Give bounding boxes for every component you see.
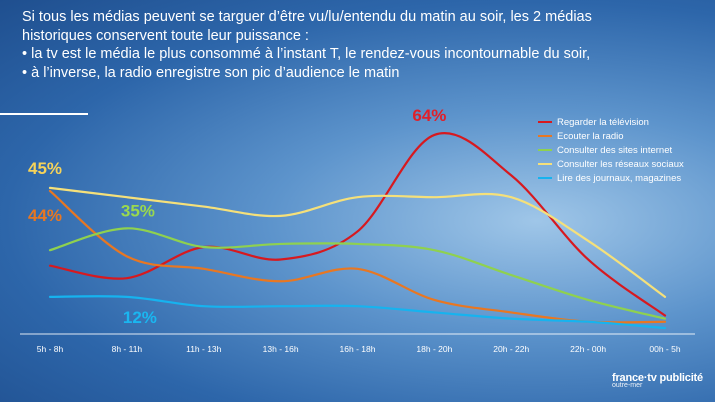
heading-line-1: Si tous les médias peuvent se targuer d’… bbox=[22, 9, 592, 25]
legend-item-lire-des-journaux-magazines: Lire des journaux, magazines bbox=[538, 171, 684, 185]
heading: Si tous les médias peuvent se targuer d’… bbox=[22, 8, 702, 82]
legend-swatch bbox=[538, 149, 552, 151]
data-label-lire-des-journaux-magazines: 12% bbox=[123, 308, 157, 327]
series-line-consulter-les-reseaux-sociaux bbox=[48, 186, 667, 298]
legend-swatch bbox=[538, 177, 552, 179]
brand-name: france·tv publicité bbox=[612, 372, 703, 384]
legend-item-regarder-la-television: Regarder la télévision bbox=[538, 115, 684, 129]
data-label-consulter-des-sites-internet: 35% bbox=[121, 201, 155, 220]
legend-item-consulter-les-reseaux-sociaux: Consulter les réseaux sociaux bbox=[538, 157, 684, 171]
brand-sub: outre-mer bbox=[612, 382, 643, 389]
heading-bullet-1: • la tv est le média le plus consommé à … bbox=[22, 46, 591, 62]
legend: Regarder la télévision Ecouter la radio Co… bbox=[538, 115, 684, 185]
brand-logo: france·tv publicité outre-mer bbox=[612, 372, 703, 389]
series-line-consulter-des-sites-internet bbox=[48, 227, 667, 320]
x-tick-label: 11h - 13h bbox=[186, 344, 222, 354]
legend-item-consulter-des-sites-internet: Consulter des sites internet bbox=[538, 143, 684, 157]
legend-swatch bbox=[538, 121, 552, 123]
x-tick-label: 22h - 00h bbox=[570, 344, 606, 354]
x-tick-label: 20h - 22h bbox=[493, 344, 529, 354]
legend-item-ecouter-la-radio: Ecouter la radio bbox=[538, 129, 684, 143]
x-tick-label: 16h - 18h bbox=[340, 344, 376, 354]
x-tick-label: 5h - 8h bbox=[37, 344, 64, 354]
series-line-lire-des-journaux-magazines bbox=[48, 295, 667, 330]
legend-label: Consulter des sites internet bbox=[557, 144, 673, 156]
data-label-ecouter-la-radio: 44% bbox=[28, 206, 62, 225]
heading-bullet-2: • à l’inverse, la radio enregistre son p… bbox=[22, 64, 400, 81]
legend-label: Ecouter la radio bbox=[557, 130, 624, 142]
heading-line-2: historiques conservent toute leur puissa… bbox=[22, 27, 309, 44]
legend-label: Lire des journaux, magazines bbox=[557, 172, 682, 184]
legend-label: Regarder la télévision bbox=[557, 116, 649, 128]
data-label-consulter-les-reseaux-sociaux: 45% bbox=[28, 159, 62, 178]
x-tick-label: 00h - 5h bbox=[649, 344, 680, 354]
divider bbox=[0, 113, 88, 115]
x-tick-label: 18h - 20h bbox=[416, 344, 452, 354]
series-line-ecouter-la-radio bbox=[48, 189, 667, 324]
legend-swatch bbox=[538, 163, 552, 165]
legend-swatch bbox=[538, 135, 552, 137]
x-tick-label: 8h - 11h bbox=[112, 344, 143, 354]
x-tick-label: 13h - 16h bbox=[263, 344, 299, 354]
legend-label: Consulter les réseaux sociaux bbox=[557, 158, 684, 170]
data-label-regarder-la-television: 64% bbox=[412, 106, 446, 125]
